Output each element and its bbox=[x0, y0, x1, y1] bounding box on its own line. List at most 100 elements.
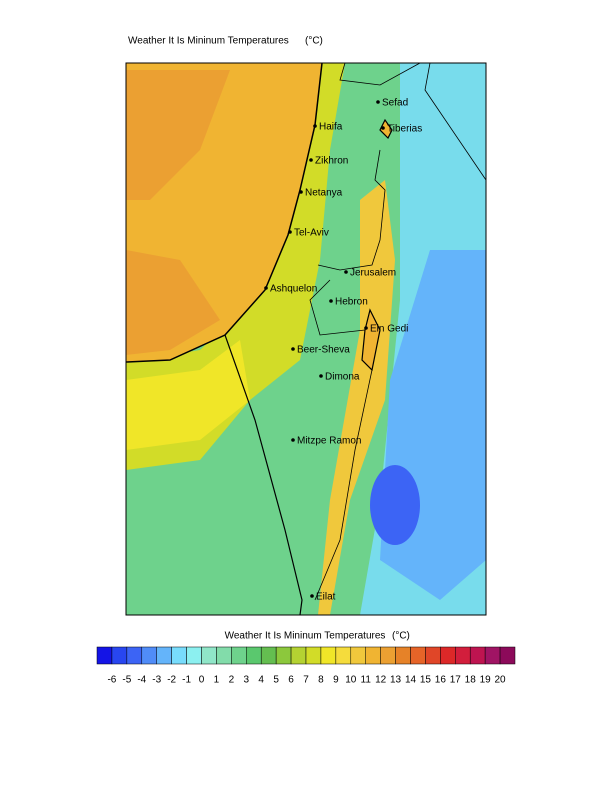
city-label: Ein Gedi bbox=[370, 324, 408, 335]
colorbar-label: 11 bbox=[361, 675, 372, 686]
city-dot bbox=[310, 594, 314, 598]
colorbar-label: 16 bbox=[435, 675, 447, 686]
colorbar-swatch bbox=[380, 646, 396, 665]
city-label: Beer-Sheva bbox=[297, 345, 350, 356]
city-label: Haifa bbox=[319, 122, 343, 133]
colorbar-swatch bbox=[260, 646, 277, 665]
colorbar-units: (°C) bbox=[392, 631, 410, 642]
colorbar-swatch bbox=[231, 646, 247, 665]
city-label: Hebron bbox=[335, 297, 368, 308]
city-label: Jerusalem bbox=[350, 268, 396, 279]
map-units: (°C) bbox=[305, 36, 323, 47]
boundaries bbox=[309, 62, 487, 601]
colorbar-label: 5 bbox=[273, 675, 279, 686]
colorbar-label: 14 bbox=[405, 675, 417, 686]
border bbox=[224, 334, 303, 616]
map bbox=[125, 62, 487, 616]
city-label: Netanya bbox=[305, 188, 343, 199]
colorbar-label: 19 bbox=[480, 675, 492, 686]
colorbar-label: 13 bbox=[390, 675, 402, 686]
city-dot bbox=[264, 286, 268, 290]
colorbar-swatch bbox=[275, 646, 292, 665]
city-label: Dimona bbox=[325, 372, 360, 383]
city-dot bbox=[319, 374, 323, 378]
colorbar-label: 9 bbox=[333, 675, 339, 686]
city-dot bbox=[299, 190, 303, 194]
colorbar-swatch bbox=[395, 646, 411, 665]
colorbar-label: 7 bbox=[303, 675, 309, 686]
colorbar-label: 0 bbox=[199, 675, 205, 686]
colorbar-label: -6 bbox=[107, 675, 116, 686]
colorbar-swatch bbox=[186, 646, 202, 665]
colorbar-label: -4 bbox=[137, 675, 146, 686]
colorbar-label: 15 bbox=[420, 675, 432, 686]
city-dot bbox=[381, 126, 385, 130]
colorbar-swatch bbox=[320, 646, 337, 665]
coast-yellow2 bbox=[126, 340, 250, 450]
colorbar-label: 10 bbox=[345, 675, 357, 686]
colorbar-label: 17 bbox=[450, 675, 462, 686]
city-dot bbox=[329, 299, 333, 303]
colorbar-swatch bbox=[335, 646, 352, 665]
colorbar-swatch bbox=[469, 646, 486, 665]
colorbar-label: 3 bbox=[244, 675, 250, 686]
colorbar-label: 20 bbox=[495, 675, 507, 686]
map-title: Weather It Is Mininum Temperatures bbox=[128, 36, 289, 47]
colorbar-swatch bbox=[455, 646, 471, 665]
colorbar-swatch bbox=[499, 646, 516, 665]
colorbar-swatch bbox=[290, 646, 307, 665]
colorbar-label: 8 bbox=[318, 675, 324, 686]
sea-warm2 bbox=[126, 250, 220, 355]
colorbar-swatch bbox=[305, 646, 322, 665]
colorbar-label: -1 bbox=[182, 675, 191, 686]
colorbar-label: -5 bbox=[122, 675, 131, 686]
colorbar-title: Weather It Is Mininum Temperatures bbox=[225, 631, 386, 642]
colorbar-swatch bbox=[201, 646, 217, 665]
colorbar-swatch bbox=[141, 646, 157, 665]
colorbar-swatch bbox=[484, 646, 501, 665]
colorbar-label: 4 bbox=[258, 675, 264, 686]
city-label: Zikhron bbox=[315, 156, 348, 167]
colorbar-label: -2 bbox=[167, 675, 176, 686]
coastline bbox=[125, 62, 323, 363]
city-label: Sefad bbox=[382, 98, 408, 109]
city-label: Mitzpe Ramon bbox=[297, 436, 361, 447]
colorbar-label: 6 bbox=[288, 675, 294, 686]
city-dot bbox=[376, 100, 380, 104]
colorbar-label: 12 bbox=[375, 675, 387, 686]
city-label: Ashquelon bbox=[270, 284, 317, 295]
city-label: Eilat bbox=[316, 592, 336, 603]
colorbar-swatch bbox=[216, 646, 232, 665]
sea-warm bbox=[126, 70, 230, 200]
colorbar-label: -3 bbox=[152, 675, 161, 686]
city-dot bbox=[344, 270, 348, 274]
colorbar-swatch bbox=[126, 646, 143, 665]
colorbar-swatch bbox=[440, 646, 456, 665]
map-frame bbox=[125, 62, 487, 616]
colorbar-label: 1 bbox=[214, 675, 220, 686]
city-dot bbox=[291, 438, 295, 442]
colorbar-swatch bbox=[410, 646, 426, 665]
city-dot bbox=[291, 347, 295, 351]
city-dot bbox=[364, 326, 368, 330]
colorbar-swatch bbox=[425, 646, 441, 665]
colorbar-swatch bbox=[246, 646, 262, 665]
city-dot bbox=[288, 230, 292, 234]
colorbar-swatch bbox=[111, 646, 128, 665]
city-label: Tiberias bbox=[387, 124, 422, 135]
rift-valley bbox=[318, 180, 395, 615]
land-blue bbox=[370, 465, 420, 545]
colorbar-swatch bbox=[171, 646, 187, 665]
colorbar-label: 18 bbox=[465, 675, 477, 686]
colorbar-swatch bbox=[350, 646, 366, 665]
sea-of-galilee bbox=[379, 118, 393, 140]
city-dot bbox=[313, 124, 317, 128]
colorbar-label: 2 bbox=[229, 675, 235, 686]
city-label: Tel-Aviv bbox=[294, 228, 329, 239]
coast-yellow bbox=[126, 63, 345, 470]
colorbar-swatch bbox=[365, 646, 381, 665]
city-dot bbox=[309, 158, 313, 162]
colorbar-swatch bbox=[156, 646, 172, 665]
colorbar-swatch bbox=[96, 646, 113, 665]
